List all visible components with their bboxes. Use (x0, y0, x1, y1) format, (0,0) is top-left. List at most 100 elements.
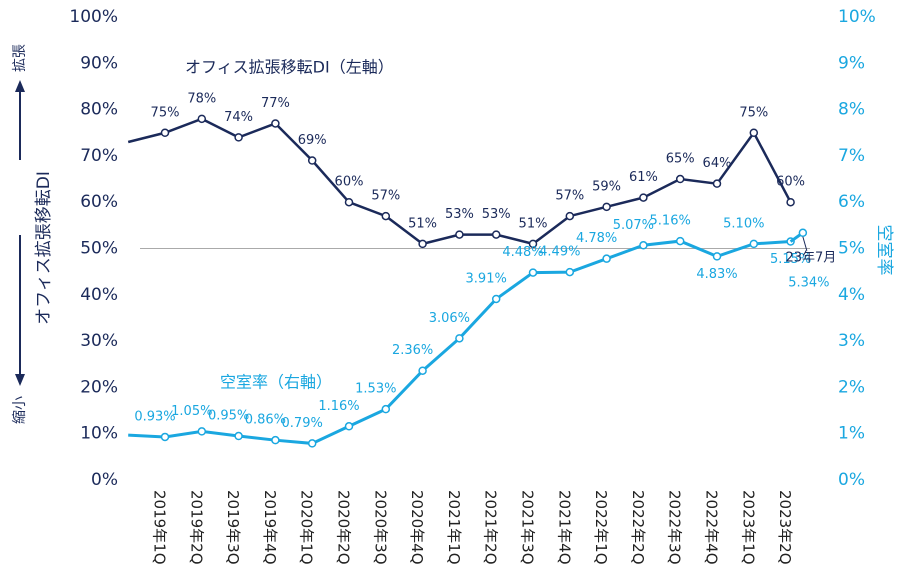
marker (602, 254, 611, 263)
y-axis-label-top: 拡張 (12, 44, 28, 72)
annotation-value: 5.34% (788, 275, 829, 290)
marker (712, 252, 722, 261)
data-label: 57% (371, 189, 400, 204)
data-label: 61% (629, 170, 658, 185)
data-label: 1.53% (355, 382, 396, 397)
x-tick-label: 2022年1Q (592, 490, 610, 565)
x-tick-label: 2020年2Q (335, 490, 353, 565)
marker (798, 228, 808, 238)
y-tick-label: 80% (80, 100, 118, 120)
y2-tick-label: 2% (838, 377, 865, 397)
y-tick-label: 0% (91, 470, 118, 490)
marker (712, 179, 722, 188)
data-label: 5.07% (613, 218, 654, 233)
data-label: 75% (739, 105, 768, 120)
marker (528, 268, 538, 277)
data-label: 4.83% (696, 267, 737, 282)
y2-tick-label: 9% (838, 53, 865, 73)
marker (749, 239, 759, 249)
marker (786, 197, 795, 207)
y-tick-label: 40% (80, 285, 118, 305)
data-label: 1.05% (171, 404, 212, 419)
x-tick-label: 2019年3Q (224, 490, 242, 565)
data-label: 3.91% (466, 271, 507, 286)
arrow-head (15, 374, 25, 386)
data-label: 3.06% (429, 311, 470, 326)
marker (528, 239, 538, 249)
marker (675, 174, 685, 184)
data-label: 53% (482, 207, 511, 222)
marker (344, 422, 354, 431)
marker (418, 366, 427, 375)
marker (675, 236, 685, 246)
marker (491, 230, 501, 239)
y-axis-label: オフィス拡張移転DI (34, 171, 54, 325)
y2-tick-label: 7% (838, 146, 865, 166)
marker (271, 119, 280, 128)
data-label: 4.49% (539, 245, 580, 260)
data-label: 53% (445, 207, 474, 222)
marker (381, 211, 391, 221)
data-label: 0.93% (134, 409, 175, 424)
x-tick-label: 2021年2Q (482, 490, 500, 565)
marker (234, 431, 243, 441)
y-tick-label: 50% (80, 239, 118, 259)
x-tick-label: 2019年4Q (261, 490, 279, 565)
data-label: 2.36% (392, 343, 433, 358)
y2-tick-label: 4% (838, 285, 865, 305)
marker (307, 439, 317, 448)
data-label: 74% (224, 110, 253, 125)
x-tick-label: 2020年3Q (371, 490, 389, 565)
y-tick-label: 70% (80, 146, 118, 166)
data-label: 65% (666, 152, 695, 167)
data-label: 4.78% (576, 231, 617, 246)
data-label: 60% (776, 175, 805, 190)
x-tick-label: 2021年3Q (519, 490, 537, 565)
marker (160, 128, 170, 137)
y-tick-label: 30% (80, 331, 118, 351)
marker (565, 211, 575, 221)
marker (418, 239, 427, 249)
marker (197, 427, 207, 436)
data-label: 75% (151, 105, 180, 120)
marker (271, 435, 280, 445)
arrow-head (15, 80, 25, 92)
y2-tick-label: 10% (838, 7, 876, 27)
data-label: 4.48% (502, 245, 543, 260)
data-label: 77% (261, 96, 290, 111)
y-axis-label-bottom: 縮小 (12, 396, 28, 424)
data-label: 59% (592, 179, 621, 194)
y2-tick-label: 0% (838, 470, 865, 490)
marker (160, 432, 170, 442)
x-tick-label: 2022年4Q (703, 490, 721, 565)
data-label: 0.79% (282, 416, 323, 431)
data-label: 5.16% (650, 214, 691, 229)
series-label: 空室率（右軸） (220, 373, 332, 392)
marker (602, 202, 611, 212)
y-tick-label: 60% (80, 192, 118, 212)
leader-line (802, 236, 808, 251)
data-label: 0.95% (208, 409, 249, 424)
marker (234, 133, 243, 142)
y2-tick-label: 3% (838, 331, 865, 351)
y2-axis-label: 空室率 (874, 225, 894, 276)
y-tick-label: 10% (80, 424, 118, 444)
y-tick-label: 100% (69, 7, 118, 27)
y2-tick-label: 6% (838, 192, 865, 212)
marker (565, 267, 575, 277)
data-label: 51% (519, 216, 548, 231)
x-tick-label: 2021年4Q (555, 490, 573, 565)
marker (381, 404, 391, 414)
y2-tick-label: 1% (838, 424, 865, 444)
marker (307, 156, 317, 165)
marker (455, 334, 464, 343)
x-tick-label: 2021年1Q (445, 490, 463, 565)
data-label: 0.86% (245, 413, 286, 428)
data-label: 78% (187, 91, 216, 106)
series-line (127, 117, 792, 246)
marker (639, 193, 648, 202)
data-label: 69% (298, 133, 327, 148)
x-tick-label: 2023年2Q (776, 490, 794, 565)
